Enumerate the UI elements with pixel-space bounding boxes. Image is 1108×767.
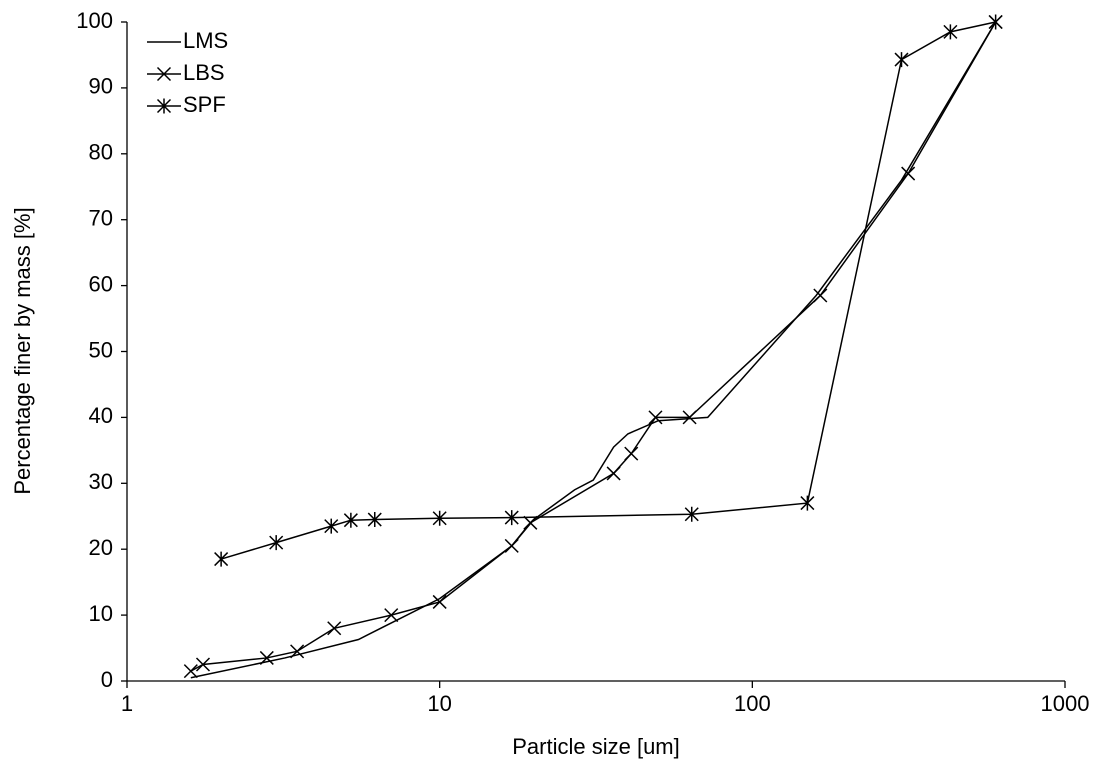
marker: [343, 512, 358, 528]
y-axis-title: Percentage finer by mass [%]: [10, 207, 35, 494]
marker: [504, 538, 519, 553]
marker: [684, 506, 699, 522]
x-tick-label: 1: [121, 691, 133, 716]
marker: [432, 510, 447, 526]
marker: [624, 446, 639, 461]
legend-label: LBS: [183, 60, 225, 85]
marker: [523, 515, 538, 530]
x-tick-label: 1000: [1041, 691, 1090, 716]
y-tick-label: 50: [89, 337, 113, 362]
x-tick-label: 100: [734, 691, 771, 716]
marker: [367, 512, 382, 528]
marker: [156, 66, 172, 82]
y-tick-label: 90: [89, 74, 113, 99]
marker: [156, 98, 172, 114]
marker: [183, 664, 198, 679]
y-tick-label: 10: [89, 601, 113, 626]
series-line: [190, 21, 997, 672]
marker: [259, 650, 274, 665]
marker: [800, 495, 815, 511]
marker: [943, 24, 958, 40]
y-tick-label: 20: [89, 535, 113, 560]
y-tick-label: 30: [89, 469, 113, 494]
x-axis-title: Particle size [um]: [512, 734, 680, 759]
y-tick-label: 0: [101, 667, 113, 692]
marker: [504, 510, 519, 526]
y-tick-label: 60: [89, 271, 113, 296]
marker: [682, 410, 697, 425]
marker: [901, 166, 916, 181]
legend-label: LMS: [183, 28, 228, 53]
marker: [269, 535, 284, 551]
marker: [606, 466, 621, 481]
marker: [290, 644, 305, 659]
x-tick-label: 10: [427, 691, 451, 716]
marker: [432, 594, 447, 609]
marker: [327, 621, 342, 636]
marker: [648, 410, 663, 425]
legend-label: SPF: [183, 92, 226, 117]
y-tick-label: 80: [89, 140, 113, 165]
marker: [324, 518, 339, 534]
y-tick-label: 100: [76, 8, 113, 33]
y-tick-label: 40: [89, 403, 113, 428]
marker: [813, 288, 828, 303]
marker: [384, 608, 399, 623]
series-line: [190, 21, 997, 679]
marker: [988, 14, 1003, 30]
series-line: [220, 21, 996, 560]
marker: [894, 52, 909, 68]
marker: [195, 657, 211, 672]
y-tick-label: 70: [89, 206, 113, 231]
marker: [214, 551, 229, 567]
